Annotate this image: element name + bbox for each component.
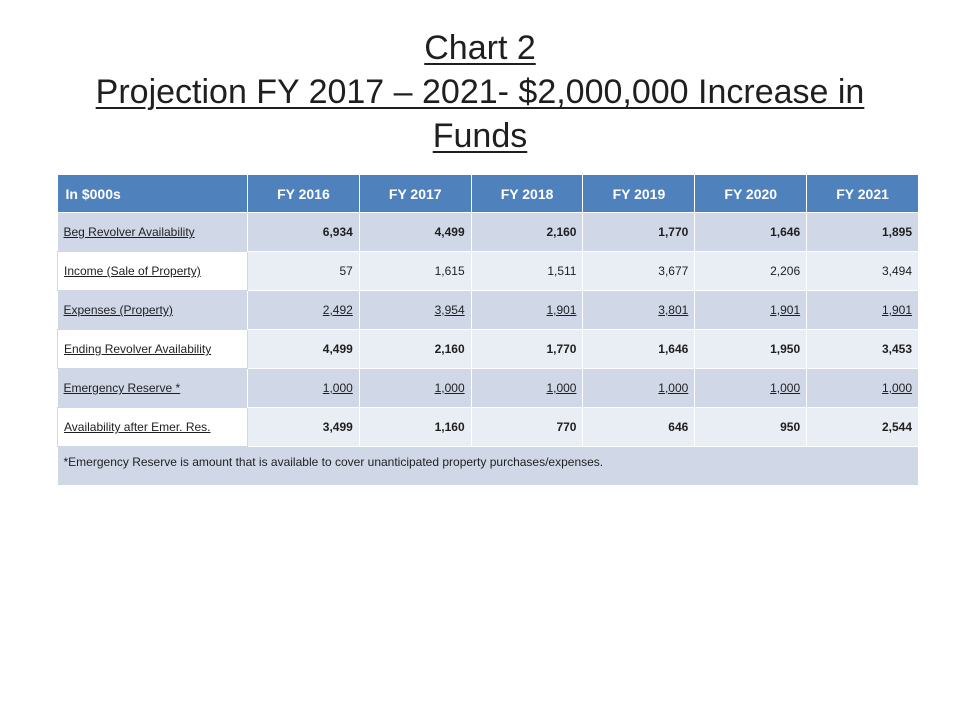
table-cell: 3,954 — [359, 290, 472, 330]
page-title: Chart 2 Projection FY 2017 – 2021- $2,00… — [60, 26, 900, 158]
header-row: In $000s FY 2016 FY 2017 FY 2018 FY 2019… — [57, 175, 919, 213]
row-label: Ending Revolver Availability — [57, 329, 248, 369]
table-cell: 3,453 — [806, 329, 919, 369]
table-cell: 3,499 — [247, 407, 360, 447]
table-cell: 3,801 — [582, 290, 696, 330]
table-cell: 2,160 — [471, 212, 584, 252]
title-line-1: Chart 2 — [424, 29, 536, 67]
table-cell: 1,000 — [806, 368, 919, 408]
table-row: Emergency Reserve * 1,000 1,000 1,000 1,… — [57, 368, 919, 408]
table-cell: 1,511 — [471, 251, 584, 291]
table-cell: 4,499 — [247, 329, 360, 369]
table-cell: 4,499 — [359, 212, 472, 252]
title-line-2: Projection FY 2017 – 2021- $2,000,000 In… — [95, 73, 865, 111]
table-cell: 1,000 — [582, 368, 696, 408]
table-cell: 1,000 — [471, 368, 584, 408]
footnote-row: *Emergency Reserve is amount that is ava… — [57, 446, 919, 485]
table-cell: 1,160 — [359, 407, 472, 447]
table-cell: 770 — [471, 407, 584, 447]
table-cell: 2,206 — [694, 251, 808, 291]
table-cell: 1,646 — [694, 212, 808, 252]
table-cell: 950 — [694, 407, 808, 447]
header-cell: FY 2021 — [806, 175, 919, 213]
table-cell: 2,544 — [806, 407, 919, 447]
table-cell: 1,000 — [694, 368, 808, 408]
table-cell: 1,646 — [582, 329, 696, 369]
header-cell: FY 2018 — [471, 175, 584, 213]
table-cell: 2,160 — [359, 329, 472, 369]
table-cell: 1,901 — [471, 290, 584, 330]
row-label: Beg Revolver Availability — [57, 212, 248, 252]
table-cell: 1,000 — [359, 368, 472, 408]
row-label: Income (Sale of Property) — [57, 251, 248, 291]
table-cell: 1,895 — [806, 212, 919, 252]
table-row: Beg Revolver Availability 6,934 4,499 2,… — [57, 212, 919, 252]
table-cell: 1,901 — [694, 290, 808, 330]
table-cell: 1,770 — [471, 329, 584, 369]
table-cell: 3,677 — [582, 251, 696, 291]
header-cell: FY 2020 — [694, 175, 808, 213]
row-label: Expenses (Property) — [57, 290, 248, 330]
row-label: Emergency Reserve * — [57, 368, 248, 408]
table-row: Income (Sale of Property) 57 1,615 1,511… — [57, 251, 919, 291]
table-cell: 1,770 — [582, 212, 696, 252]
projection-table: In $000s FY 2016 FY 2017 FY 2018 FY 2019… — [57, 175, 919, 485]
table-cell: 1,615 — [359, 251, 472, 291]
header-cell: In $000s — [57, 175, 248, 213]
table-cell: 3,494 — [806, 251, 919, 291]
table-row: Ending Revolver Availability 4,499 2,160… — [57, 329, 919, 369]
header-cell: FY 2017 — [359, 175, 472, 213]
table-cell: 1,901 — [806, 290, 919, 330]
table-cell: 646 — [582, 407, 696, 447]
table-cell: 2,492 — [247, 290, 360, 330]
table-cell: 1,950 — [694, 329, 808, 369]
table-cell: 1,000 — [247, 368, 360, 408]
row-label: Availability after Emer. Res. — [57, 407, 248, 447]
title-line-3: Funds — [432, 117, 528, 155]
table-row: Availability after Emer. Res. 3,499 1,16… — [57, 407, 919, 447]
header-cell: FY 2019 — [582, 175, 696, 213]
table-row: Expenses (Property) 2,492 3,954 1,901 3,… — [57, 290, 919, 330]
table-cell: 6,934 — [247, 212, 360, 252]
footnote: *Emergency Reserve is amount that is ava… — [57, 446, 919, 485]
table-cell: 57 — [247, 251, 360, 291]
header-cell: FY 2016 — [247, 175, 360, 213]
